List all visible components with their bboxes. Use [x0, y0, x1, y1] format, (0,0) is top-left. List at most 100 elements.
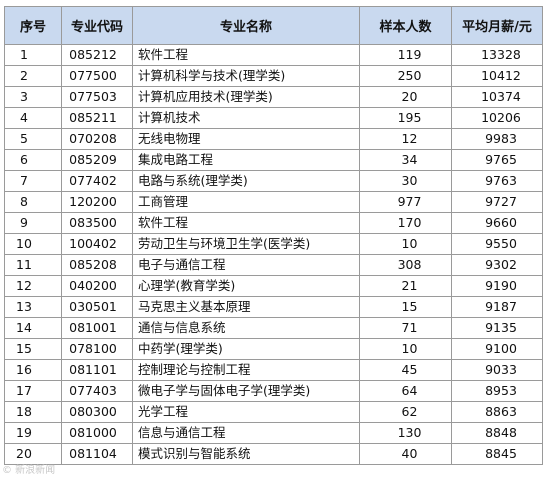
data-table-container: 序号 专业代码 专业名称 样本人数 平均月薪/元 1 085212 软件工程 119 1… [4, 6, 543, 465]
sample-count: 71 [359, 317, 452, 339]
major-name: 劳动卫生与环境卫生学(医学类) [132, 233, 360, 255]
row-index: 9 [4, 212, 62, 234]
major-code: 077503 [61, 86, 133, 108]
major-name: 中药学(理学类) [132, 338, 360, 360]
table-row: 17 077403 微电子学与固体电子学(理学类) 64 8953 [4, 380, 543, 402]
avg-salary: 9727 [451, 191, 543, 213]
table-body: 1 085212 软件工程 119 13328 2 077500 计算机科学与技术(理学类) 2… [4, 44, 543, 465]
table-row: 5 070208 无线电物理 12 9983 [4, 128, 543, 150]
sample-count: 15 [359, 296, 452, 318]
major-code: 085212 [61, 44, 133, 66]
table-row: 19 081000 信息与通信工程 130 8848 [4, 422, 543, 444]
major-name: 计算机应用技术(理学类) [132, 86, 360, 108]
avg-salary: 9187 [451, 296, 543, 318]
table-row: 8 120200 工商管理 977 9727 [4, 191, 543, 213]
sample-count: 250 [359, 65, 452, 87]
row-index: 4 [4, 107, 62, 129]
avg-salary: 9135 [451, 317, 543, 339]
sample-count: 10 [359, 338, 452, 360]
row-index: 20 [4, 443, 62, 465]
avg-salary: 9550 [451, 233, 543, 255]
sample-count: 195 [359, 107, 452, 129]
row-index: 10 [4, 233, 62, 255]
table-row: 1 085212 软件工程 119 13328 [4, 44, 543, 66]
row-index: 17 [4, 380, 62, 402]
header-sample-count: 样本人数 [359, 6, 452, 45]
major-name: 电子与通信工程 [132, 254, 360, 276]
sample-count: 170 [359, 212, 452, 234]
avg-salary: 9033 [451, 359, 543, 381]
avg-salary: 9763 [451, 170, 543, 192]
table-row: 10 100402 劳动卫生与环境卫生学(医学类) 10 9550 [4, 233, 543, 255]
table-row: 12 040200 心理学(教育学类) 21 9190 [4, 275, 543, 297]
major-name: 计算机科学与技术(理学类) [132, 65, 360, 87]
header-avg-salary: 平均月薪/元 [451, 6, 543, 45]
avg-salary: 9100 [451, 338, 543, 360]
avg-salary: 8953 [451, 380, 543, 402]
row-index: 5 [4, 128, 62, 150]
major-code: 085211 [61, 107, 133, 129]
major-name: 马克思主义基本原理 [132, 296, 360, 318]
table-row: 9 083500 软件工程 170 9660 [4, 212, 543, 234]
major-code: 070208 [61, 128, 133, 150]
sample-count: 119 [359, 44, 452, 66]
table-row: 11 085208 电子与通信工程 308 9302 [4, 254, 543, 276]
table-row: 2 077500 计算机科学与技术(理学类) 250 10412 [4, 65, 543, 87]
table-row: 18 080300 光学工程 62 8863 [4, 401, 543, 423]
major-name: 软件工程 [132, 212, 360, 234]
major-name: 计算机技术 [132, 107, 360, 129]
major-code: 077403 [61, 380, 133, 402]
major-code: 040200 [61, 275, 133, 297]
row-index: 14 [4, 317, 62, 339]
major-code: 085208 [61, 254, 133, 276]
major-code: 081104 [61, 443, 133, 465]
sample-count: 40 [359, 443, 452, 465]
sample-count: 12 [359, 128, 452, 150]
sample-count: 130 [359, 422, 452, 444]
sample-count: 977 [359, 191, 452, 213]
major-name: 微电子学与固体电子学(理学类) [132, 380, 360, 402]
row-index: 11 [4, 254, 62, 276]
table-row: 7 077402 电路与系统(理学类) 30 9763 [4, 170, 543, 192]
header-row: 序号 专业代码 专业名称 样本人数 平均月薪/元 [4, 6, 543, 45]
avg-salary: 10374 [451, 86, 543, 108]
table-row: 16 081101 控制理论与控制工程 45 9033 [4, 359, 543, 381]
major-code: 077500 [61, 65, 133, 87]
table-row: 6 085209 集成电路工程 34 9765 [4, 149, 543, 171]
header-code: 专业代码 [61, 6, 133, 45]
row-index: 18 [4, 401, 62, 423]
sample-count: 62 [359, 401, 452, 423]
row-index: 15 [4, 338, 62, 360]
major-name: 通信与信息系统 [132, 317, 360, 339]
major-name: 模式识别与智能系统 [132, 443, 360, 465]
avg-salary: 10206 [451, 107, 543, 129]
major-name: 电路与系统(理学类) [132, 170, 360, 192]
table-row: 15 078100 中药学(理学类) 10 9100 [4, 338, 543, 360]
row-index: 8 [4, 191, 62, 213]
major-name: 控制理论与控制工程 [132, 359, 360, 381]
avg-salary: 8863 [451, 401, 543, 423]
row-index: 2 [4, 65, 62, 87]
table-row: 13 030501 马克思主义基本原理 15 9187 [4, 296, 543, 318]
avg-salary: 9660 [451, 212, 543, 234]
table-row: 20 081104 模式识别与智能系统 40 8845 [4, 443, 543, 465]
sample-count: 308 [359, 254, 452, 276]
major-code: 077402 [61, 170, 133, 192]
sample-count: 34 [359, 149, 452, 171]
row-index: 7 [4, 170, 62, 192]
major-code: 081001 [61, 317, 133, 339]
major-code: 081101 [61, 359, 133, 381]
major-name: 光学工程 [132, 401, 360, 423]
major-code: 030501 [61, 296, 133, 318]
sample-count: 21 [359, 275, 452, 297]
row-index: 3 [4, 86, 62, 108]
row-index: 6 [4, 149, 62, 171]
avg-salary: 8848 [451, 422, 543, 444]
avg-salary: 9302 [451, 254, 543, 276]
avg-salary: 9190 [451, 275, 543, 297]
major-name: 工商管理 [132, 191, 360, 213]
major-code: 081000 [61, 422, 133, 444]
major-code: 083500 [61, 212, 133, 234]
avg-salary: 9983 [451, 128, 543, 150]
major-code: 080300 [61, 401, 133, 423]
